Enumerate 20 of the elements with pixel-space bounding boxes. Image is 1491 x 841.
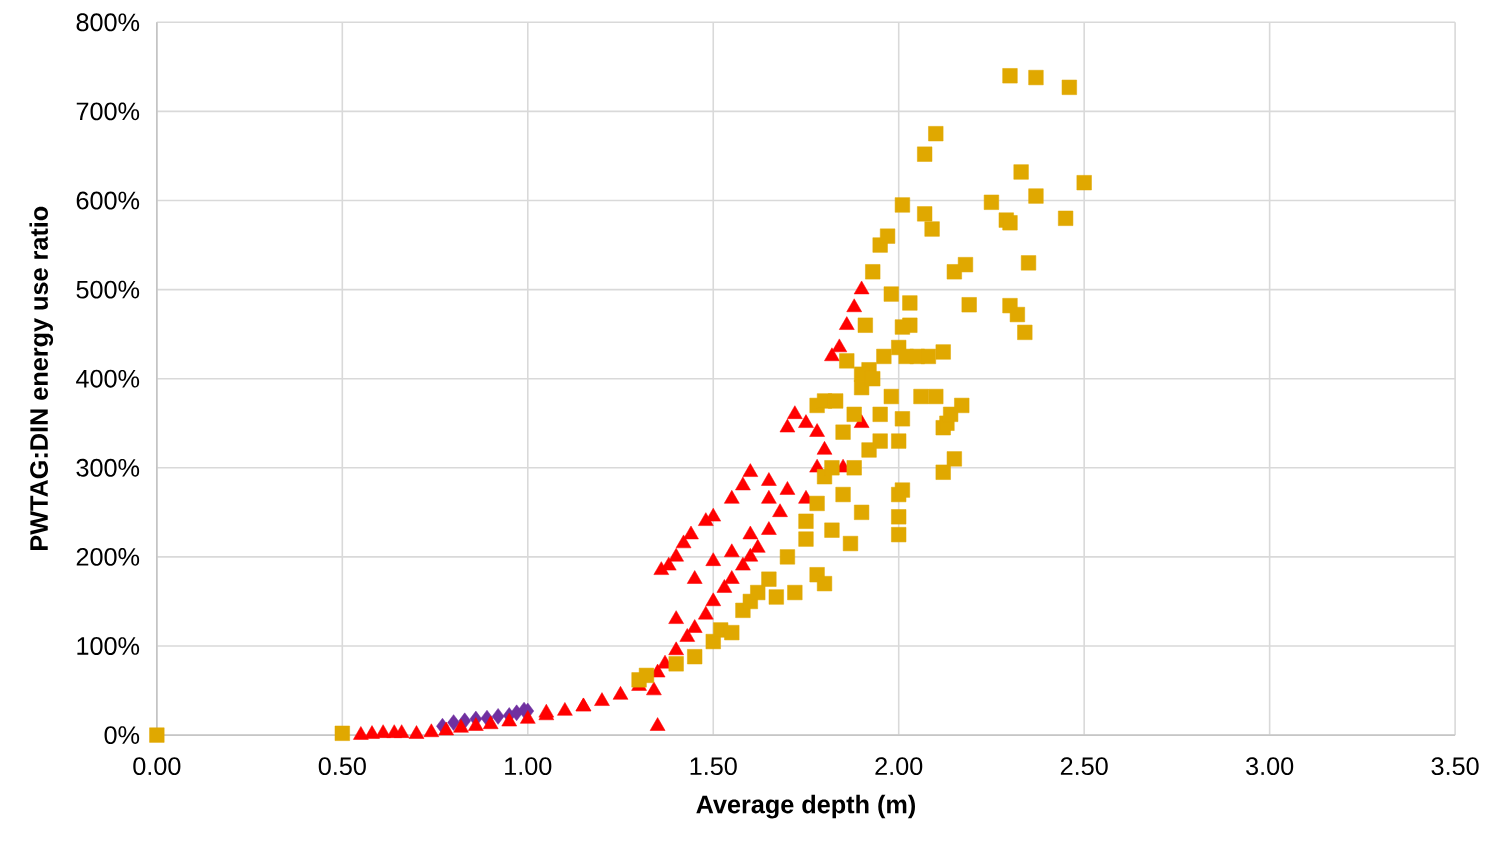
- y-tick-label: 100%: [77, 637, 140, 655]
- x-axis-title: Average depth (m): [696, 794, 915, 819]
- x-tick-label: 3.50: [1431, 757, 1479, 776]
- x-tick-label: 2.50: [1060, 757, 1108, 776]
- y-tick-label: 400%: [76, 369, 140, 388]
- x-tick-label: 2.00: [875, 757, 923, 776]
- y-tick-label: 200%: [76, 547, 140, 566]
- point: [491, 708, 505, 725]
- x-tick-label: 0.50: [318, 757, 366, 776]
- x-tick-label: 0.00: [133, 757, 181, 776]
- y-tick-label: 0%: [104, 726, 140, 745]
- y-axis-title: PWTAG:DIN energy use ratio: [29, 206, 54, 550]
- y-tick-label: 800%: [76, 13, 140, 32]
- y-tick-label: 700%: [76, 102, 140, 121]
- x-tick-label: 1.00: [505, 757, 552, 776]
- x-tick-label: 1.50: [690, 757, 737, 776]
- x-tick-label: 3.00: [1246, 757, 1294, 776]
- y-tick-label: 300%: [76, 458, 140, 477]
- y-tick-label: 600%: [76, 191, 140, 210]
- y-tick-label: 500%: [76, 280, 140, 299]
